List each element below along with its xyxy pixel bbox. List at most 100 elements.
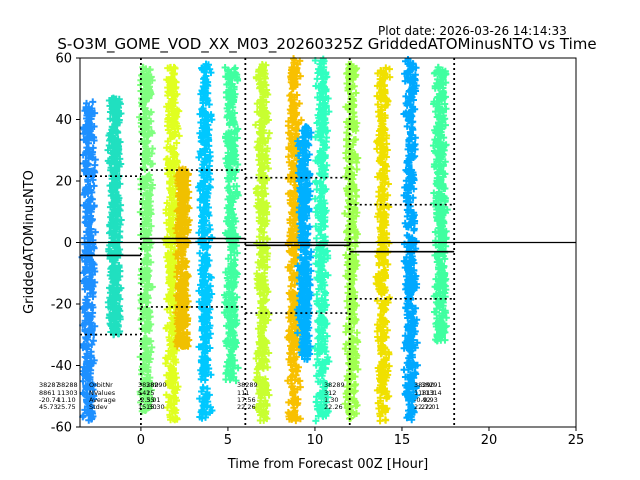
scatter-point <box>167 297 175 305</box>
scatter-point <box>142 304 150 312</box>
scatter-point <box>89 337 97 345</box>
scatter-point <box>85 121 93 129</box>
scatter-point <box>169 216 177 224</box>
scatter-point <box>110 171 118 179</box>
scatter-point <box>168 203 176 211</box>
scatter-point <box>138 407 146 415</box>
scatter-point <box>171 119 179 127</box>
scatter-point <box>89 240 97 248</box>
scatter-point <box>164 137 172 145</box>
scatter-point <box>139 64 147 72</box>
scatter-point <box>172 414 180 422</box>
scatter-point <box>142 286 150 294</box>
scatter-point <box>82 104 90 112</box>
scatter-point <box>109 262 117 270</box>
scatter-point <box>110 224 118 232</box>
scatter-point <box>139 151 147 159</box>
scatter-point <box>81 309 89 317</box>
scatter-point <box>112 325 120 333</box>
scatter-point <box>111 122 119 130</box>
scatter-point <box>81 167 89 175</box>
scatter-point <box>81 353 89 361</box>
scatter-point <box>111 205 119 213</box>
scatter-point <box>79 370 87 378</box>
scatter-point <box>86 202 94 210</box>
scatter-point <box>168 407 176 415</box>
series-segment-4 <box>172 165 193 350</box>
scatter-point <box>82 282 90 290</box>
scatter-point <box>116 251 124 259</box>
scatter-point <box>138 244 146 252</box>
scatter-point <box>81 234 89 242</box>
series-segment-1 <box>104 94 125 339</box>
scatter-point <box>109 279 117 287</box>
scatter-point <box>143 246 151 254</box>
scatter-point <box>88 290 96 298</box>
scatter-point <box>138 363 146 371</box>
scatter-point <box>149 145 157 153</box>
scatter-point <box>84 190 92 198</box>
scatter-point <box>146 66 154 74</box>
scatter-point <box>82 299 90 307</box>
scatter-point <box>173 139 181 147</box>
scatter-point <box>142 145 150 153</box>
scatter-point <box>89 303 97 311</box>
scatter-point <box>147 337 155 345</box>
series-segment-0 <box>78 98 99 424</box>
scatter-point <box>114 136 122 144</box>
scatter-point <box>85 229 93 237</box>
scatter-point <box>165 89 173 97</box>
scatter-point <box>167 416 175 424</box>
scatter-point <box>112 230 120 238</box>
scatter-point <box>114 182 122 190</box>
scatter-point <box>91 322 99 330</box>
scatter-point <box>82 275 90 283</box>
scatter-point <box>164 118 172 126</box>
scatter-point <box>147 283 155 291</box>
scatter-point <box>111 292 119 300</box>
scatter-point <box>168 221 176 229</box>
scatter-point <box>112 197 120 205</box>
scatter-point <box>140 335 148 343</box>
scatter-point <box>139 356 147 364</box>
scatter-point <box>82 158 90 166</box>
scatter-point <box>147 90 155 98</box>
scatter-point <box>90 137 98 145</box>
scatter-point <box>145 189 153 197</box>
scatter-point <box>145 309 153 317</box>
series-segment-6 <box>220 63 242 385</box>
scatter-point <box>172 358 180 366</box>
scatter-point <box>148 160 156 168</box>
scatter-point <box>166 129 174 137</box>
scatter-point <box>112 109 120 117</box>
series-segment-11 <box>341 60 362 423</box>
scatter-point <box>168 197 176 205</box>
scatter-point <box>85 320 93 328</box>
scatter-point <box>88 131 96 139</box>
scatter-point <box>104 146 112 154</box>
scatter-point <box>164 257 172 265</box>
scatter-point <box>84 176 92 184</box>
scatter-point <box>115 261 123 269</box>
scatter-point <box>145 110 153 118</box>
scatter-point <box>142 275 150 283</box>
scatter-point <box>106 203 114 211</box>
scatter-point <box>86 215 94 223</box>
scatter-point <box>167 363 175 371</box>
scatter-point <box>147 222 155 230</box>
scatter-point <box>113 212 121 220</box>
scatter-point <box>106 271 114 279</box>
scatter-point <box>88 414 96 422</box>
scatter-point <box>143 214 151 222</box>
scatter-point <box>165 114 173 122</box>
scatter-point <box>146 380 154 388</box>
scatter-point <box>168 178 176 186</box>
scatter-point <box>79 305 87 313</box>
scatter-point <box>107 192 115 200</box>
scatter-point <box>163 404 171 412</box>
series-segment-10 <box>311 55 333 425</box>
scatter-point <box>80 269 88 277</box>
scatter-point <box>113 153 121 161</box>
scatter-point <box>87 348 95 356</box>
scatter-point <box>163 103 171 111</box>
